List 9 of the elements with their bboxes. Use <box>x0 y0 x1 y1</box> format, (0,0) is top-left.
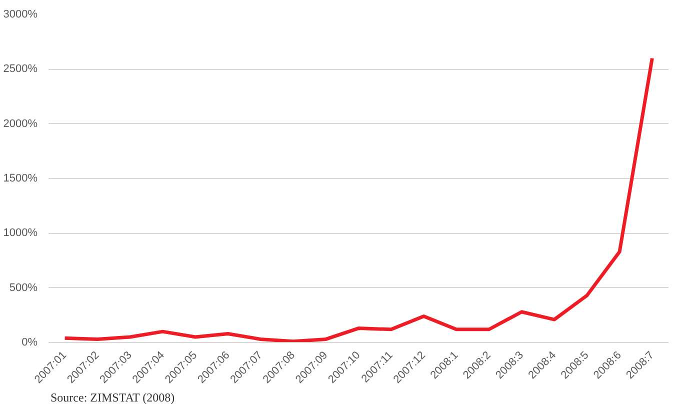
line-series <box>63 56 654 342</box>
y-tick-label: 2500% <box>3 63 38 76</box>
y-tick-label: 1500% <box>3 172 38 184</box>
y-tick-label: 500% <box>9 282 38 294</box>
source-note: Source: ZIMSTAT (2008) <box>50 390 175 404</box>
y-tick-label: 3000% <box>3 8 38 20</box>
y-tick-label: 2000% <box>3 118 38 130</box>
y-tick-label: 1000% <box>3 227 38 240</box>
y-tick-label: 0% <box>22 336 38 348</box>
